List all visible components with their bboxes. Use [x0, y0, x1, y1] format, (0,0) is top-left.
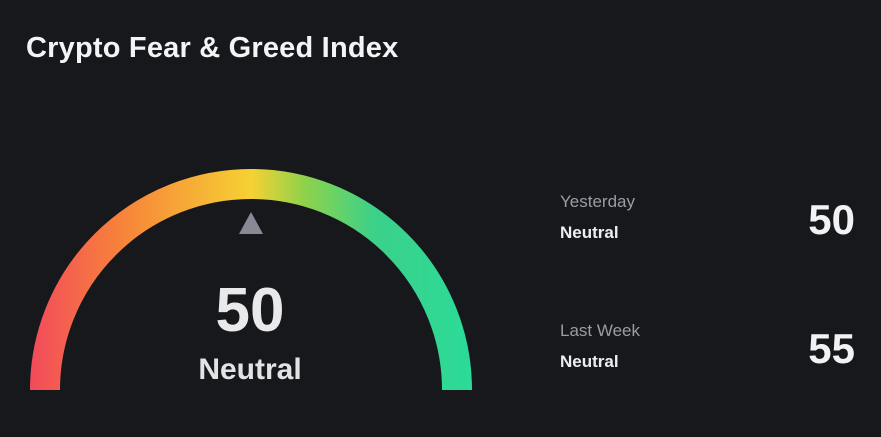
last-week-value: 55 [808, 325, 855, 372]
last-week-label: Last Week [560, 321, 641, 340]
current-sentiment-label: Neutral [198, 353, 302, 386]
yesterday-sentiment: Neutral [560, 223, 619, 242]
widget-title: Crypto Fear & Greed Index [26, 32, 399, 64]
last-week-sentiment: Neutral [560, 352, 619, 371]
current-index-value: 50 [215, 276, 285, 345]
yesterday-label: Yesterday [560, 192, 635, 211]
gauge-pointer-icon [239, 212, 263, 234]
yesterday-value: 50 [808, 196, 855, 243]
gauge-arc [30, 169, 472, 391]
